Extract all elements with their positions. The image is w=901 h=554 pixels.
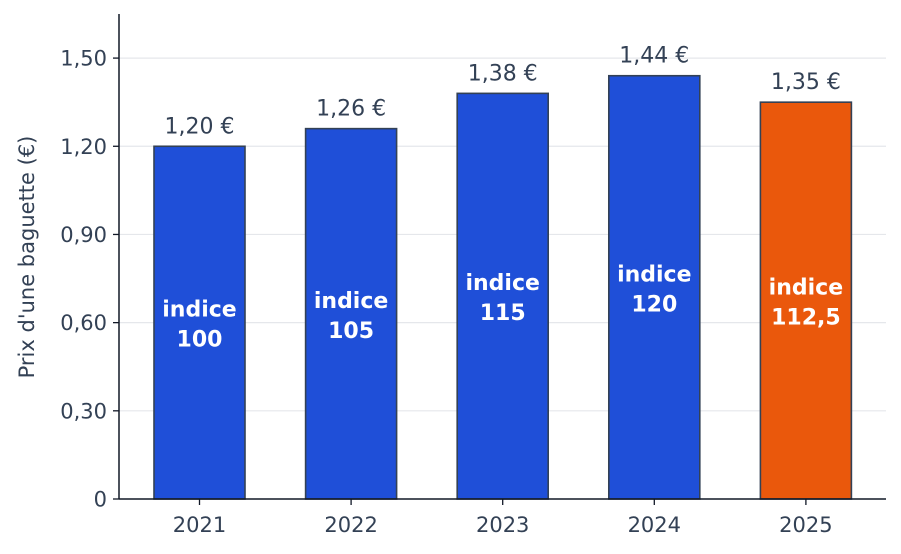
y-axis-title: Prix d'une baguette (€) — [15, 136, 39, 379]
inner-label-2024-line2: 120 — [631, 292, 677, 317]
inner-label-2022-line1: indice — [314, 289, 388, 314]
value-label-2025: 1,35 € — [771, 70, 841, 95]
inner-label-2021-line2: 100 — [177, 328, 223, 353]
x-tick-label-2024: 2024 — [628, 513, 681, 537]
inner-label-2025-line1: indice — [769, 276, 843, 301]
inner-label-2025-line2: 112,5 — [771, 306, 841, 331]
y-tick-label: 0,90 — [60, 223, 107, 247]
inner-label-2022-line2: 105 — [328, 319, 374, 344]
value-label-2024: 1,44 € — [619, 44, 689, 69]
value-label-2021: 1,20 € — [165, 114, 235, 139]
axes — [113, 14, 886, 505]
y-tick-label: 1,20 — [60, 135, 107, 159]
labels: 0 0,30 0,60 0,90 1,20 1,50 1,20 € indice 100 2021… — [60, 44, 843, 537]
y-tick-label: 0,60 — [60, 311, 107, 335]
x-tick-label-2021: 2021 — [173, 513, 226, 537]
inner-label-2024-line1: indice — [617, 262, 691, 287]
value-label-2022: 1,26 € — [316, 97, 386, 122]
bar-2025 — [759, 101, 853, 500]
value-label-2023: 1,38 € — [468, 61, 538, 86]
bar-2021 — [153, 145, 246, 500]
bar-2024 — [607, 74, 701, 500]
inner-label-2021-line1: indice — [162, 298, 236, 323]
y-tick-label: 0 — [94, 488, 107, 512]
y-tick-label: 1,50 — [60, 47, 107, 71]
inner-label-2023-line2: 115 — [480, 301, 526, 326]
x-tick-label-2022: 2022 — [324, 513, 377, 537]
bars — [153, 74, 853, 500]
y-tick-label: 0,30 — [60, 399, 107, 423]
bar-2023 — [456, 92, 550, 500]
inner-label-2023-line1: indice — [465, 271, 539, 296]
x-tick-label-2023: 2023 — [476, 513, 529, 537]
x-tick-label-2025: 2025 — [779, 513, 832, 537]
